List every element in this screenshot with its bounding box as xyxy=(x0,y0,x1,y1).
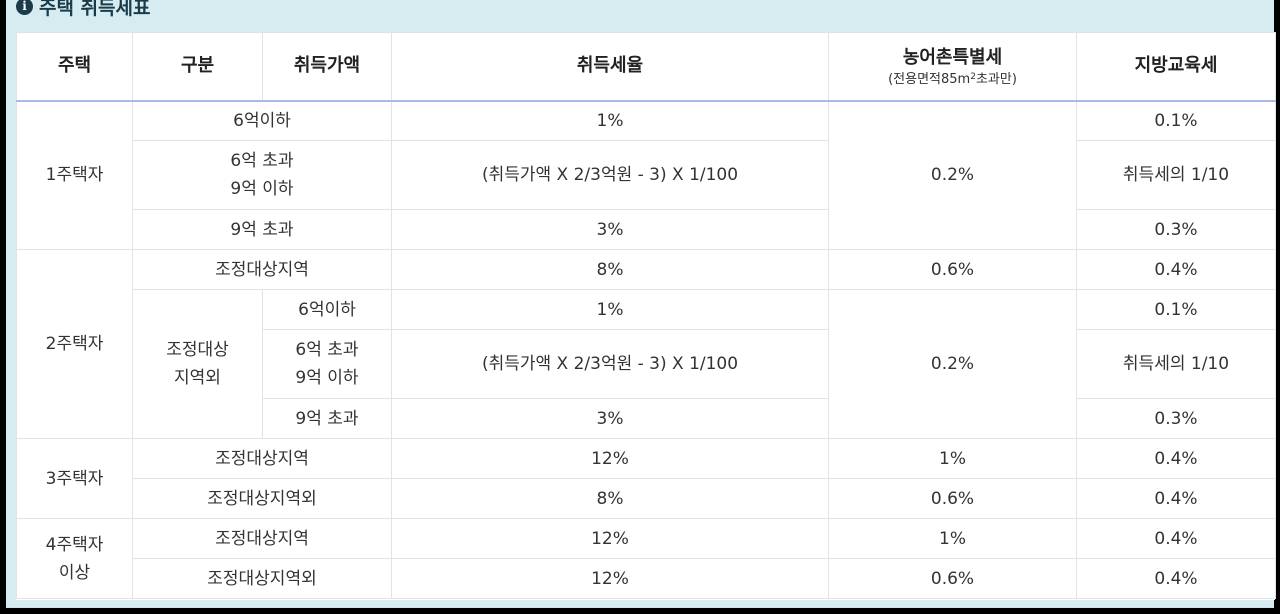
header-house: 주택 xyxy=(16,32,133,102)
table-row: 4주택자 이상 조정대상지역 12% 1% 0.4% xyxy=(16,518,1276,599)
category-cell: 조정대상지역외 xyxy=(132,558,392,599)
category-cell: 조정대상지역 xyxy=(132,249,392,290)
rate-cell: 12% xyxy=(391,558,829,599)
header-category: 구분 xyxy=(132,32,263,102)
edu-tax-cell: 0.4% xyxy=(1076,438,1276,479)
rate-cell: 12% xyxy=(391,518,829,559)
edu-tax-cell: 0.4% xyxy=(1076,249,1276,290)
rate-cell: 3% xyxy=(391,209,829,250)
tax-table-panel: i 주택 취득세표 주택 구분 취득가액 취득세율 농어촌특별세 (전용면적85… xyxy=(6,0,1276,608)
edu-tax-cell: 취득세의 1/10 xyxy=(1076,140,1276,210)
rate-cell: 3% xyxy=(391,398,829,439)
category-cell: 조정대상지역 xyxy=(132,438,392,479)
table-row: 조정대상지역외 8% 0.6% 0.4% xyxy=(17,478,1276,519)
header-edu-tax: 지방교육세 xyxy=(1076,32,1276,102)
caption-text: 주택 취득세표 xyxy=(39,0,151,19)
table-caption: i 주택 취득세표 xyxy=(16,0,151,19)
owner-4house: 4주택자 이상 xyxy=(16,518,133,599)
header-price: 취득가액 xyxy=(262,32,392,102)
table-row: 9억 초과 3% 0.3% xyxy=(17,209,1276,250)
rural-tax-cell: 0.2% xyxy=(828,100,1077,250)
edu-tax-cell: 0.4% xyxy=(1076,478,1276,519)
rate-cell: 8% xyxy=(391,249,829,290)
edu-tax-cell: 0.4% xyxy=(1076,518,1276,559)
table-row: 3주택자 조정대상지역 12% 1% 0.4% xyxy=(16,438,1276,519)
rate-cell: 8% xyxy=(391,478,829,519)
rural-tax-cell: 1% xyxy=(828,518,1077,559)
acquisition-tax-table: 주택 구분 취득가액 취득세율 농어촌특별세 (전용면적85m2초과만) 지방교… xyxy=(16,32,1276,600)
price-cell: 9억 초과 xyxy=(262,398,392,439)
category-cell: 조정대상지역외 xyxy=(132,478,392,519)
rate-cell: 1% xyxy=(391,100,829,141)
edu-tax-cell: 0.4% xyxy=(1076,558,1276,599)
category-cell: 9억 초과 xyxy=(132,209,392,250)
category-cell: 6억이하 xyxy=(132,100,392,141)
table-row: 2주택자 조정대상지역 8% 0.6% 0.4% xyxy=(16,249,1276,439)
rate-cell: 12% xyxy=(391,438,829,479)
header-rural-tax: 농어촌특별세 (전용면적85m2초과만) xyxy=(828,32,1077,102)
rural-tax-cell: 0.6% xyxy=(828,478,1077,519)
rural-tax-cell: 1% xyxy=(828,438,1077,479)
table-row: 조정대상지역외 12% 0.6% 0.4% xyxy=(17,558,1276,599)
table-row: 9억 초과 3% 0.3% xyxy=(17,398,1276,439)
category-cell: 조정대상지역 xyxy=(132,518,392,559)
rate-cell: 1% xyxy=(391,289,829,330)
rural-tax-cell: 0.6% xyxy=(828,558,1077,599)
edu-tax-cell: 취득세의 1/10 xyxy=(1076,329,1276,399)
table-header-row: 주택 구분 취득가액 취득세율 농어촌특별세 (전용면적85m2초과만) 지방교… xyxy=(16,32,1276,102)
table-row: 6억 초과 9억 이하 (취득가액 X 2/3억원 - 3) X 1/100 취득… xyxy=(17,140,1276,210)
edu-tax-cell: 0.3% xyxy=(1076,209,1276,250)
owner-1house: 1주택자 xyxy=(16,100,133,250)
table-row: 조정대상 지역외 6억이하 1% 0.2% 0.1% xyxy=(17,289,1276,439)
edu-tax-cell: 0.1% xyxy=(1076,289,1276,330)
owner-3house: 3주택자 xyxy=(16,438,133,519)
table-row: 1주택자 6억이하 1% 0.2% 0.1% xyxy=(16,100,1276,250)
rural-tax-cell: 0.2% xyxy=(828,289,1077,439)
price-cell: 6억이하 xyxy=(262,289,392,330)
edu-tax-cell: 0.3% xyxy=(1076,398,1276,439)
rural-tax-note: (전용면적85m2초과만) xyxy=(888,72,1017,88)
table-row: 6억 초과 9억 이하 (취득가액 X 2/3억원 - 3) X 1/100 취득… xyxy=(17,329,1276,399)
rural-tax-title: 농어촌특별세 xyxy=(902,47,1003,69)
rate-cell: (취득가액 X 2/3억원 - 3) X 1/100 xyxy=(391,140,829,210)
rate-cell: (취득가액 X 2/3억원 - 3) X 1/100 xyxy=(391,329,829,399)
header-tax-rate: 취득세율 xyxy=(391,32,829,102)
owner-2house: 2주택자 xyxy=(16,249,133,439)
edu-tax-cell: 0.1% xyxy=(1076,100,1276,141)
rural-tax-cell: 0.6% xyxy=(828,249,1077,290)
price-cell: 6억 초과 9억 이하 xyxy=(262,329,392,399)
category-cell: 6억 초과 9억 이하 xyxy=(132,140,392,210)
info-icon: i xyxy=(16,0,33,15)
